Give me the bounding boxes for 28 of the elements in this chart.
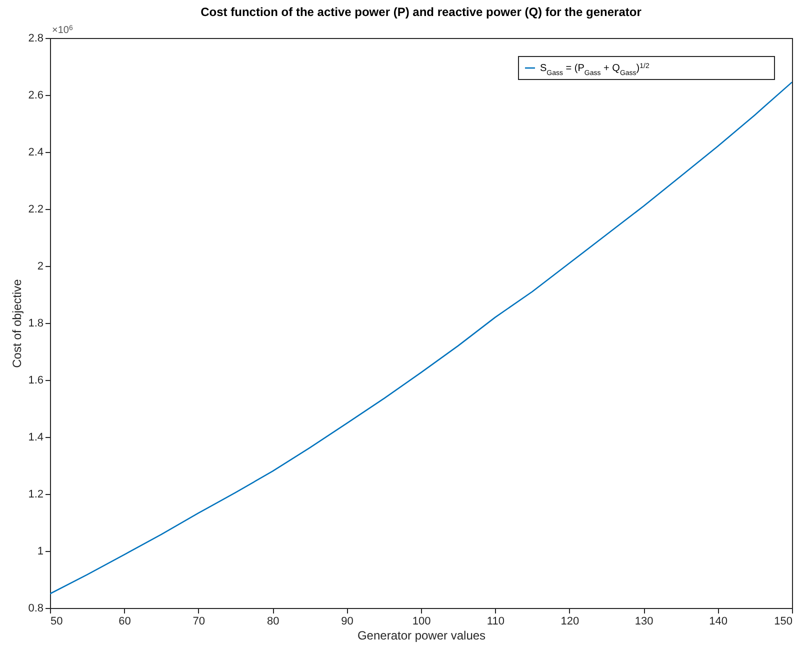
y-tick-label: 1.2 [28,488,44,500]
legend-label: S$_{Gass}$ = (P$_{Gass}$ + Q$_{Gass}$)$^{1/2}$ [540,62,650,76]
x-tick-label: 150 [774,616,792,628]
x-tick-label: 100 [412,616,431,628]
y-tick-label: 2 [37,260,44,272]
y-tick-label: 2.2 [28,204,44,216]
chart-title: Cost function of the active power (P) and reactive power (Q) for the generator [200,5,642,19]
text: ×10$^{6}$ [52,24,73,36]
x-tick-label: 120 [560,616,580,628]
y-axis-title: Cost of objective [10,278,24,368]
x-axis-title: Generator power values [357,628,486,642]
y-tick-label: 2.8 [28,32,44,44]
y-tick-label: 1.4 [28,432,44,444]
x-tick-label: 90 [341,616,354,628]
y-tick-label: 1 [37,546,44,558]
x-tick-label: 110 [486,616,504,628]
line-series [50,82,792,594]
x-tick-label: 50 [50,616,63,628]
y-tick-label: 2.6 [28,90,44,102]
y-tick-label: 1.8 [28,318,44,330]
y-tick-label: 1.6 [28,374,44,386]
x-tick-label: 80 [266,616,280,628]
x-tick-label: 130 [634,616,654,628]
x-tick-label: 70 [192,616,206,628]
x-tick-label: 140 [709,616,728,628]
x-tick-label: 60 [118,616,131,628]
y-tick-label: 2.4 [28,146,44,158]
y-tick-label: 0.8 [28,602,44,614]
